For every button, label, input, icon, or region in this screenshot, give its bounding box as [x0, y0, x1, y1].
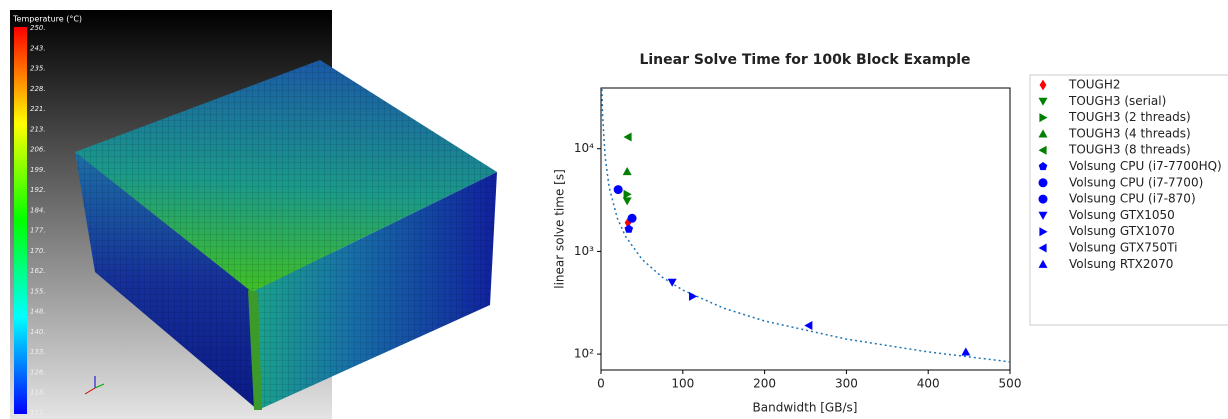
colorbar-label: 221.: [30, 105, 46, 113]
x-tick-label: 300: [835, 377, 858, 391]
legend-label: TOUGH3 (4 threads): [1068, 126, 1191, 140]
legend-label: Volsung GTX1050: [1069, 208, 1175, 222]
y-tick-label: 10⁴: [574, 141, 594, 155]
colorbar-label: 118.: [30, 389, 46, 397]
colorbar-label: 148.: [30, 308, 46, 316]
colorbar-label: 243.: [30, 44, 46, 52]
plot-frame: [601, 88, 1010, 370]
x-tick-label: 0: [597, 377, 605, 391]
colorbar-label: 206.: [30, 146, 46, 154]
legend-label: Volsung GTX1070: [1069, 224, 1175, 238]
colorbar-label: 140.: [30, 328, 46, 336]
colorbar-label: 235.: [30, 65, 46, 73]
colorbar-label: 133.: [30, 348, 46, 356]
colorbar-label: 162.: [30, 267, 46, 275]
legend-label: TOUGH3 (serial): [1068, 94, 1166, 108]
legend-label: Volsung CPU (i7-7700HQ): [1069, 159, 1222, 173]
point: [628, 214, 637, 223]
colorbar-label: 199.: [30, 166, 46, 174]
trend-clip: [602, 89, 1010, 362]
point: [623, 197, 632, 205]
colorbar-label: 177.: [30, 227, 46, 235]
trend-line: [602, 89, 1010, 362]
x-axis-label: Bandwidth [GB/s]: [753, 401, 858, 415]
point: [689, 292, 697, 301]
colorbar-label: 228.: [30, 85, 46, 93]
point: [961, 347, 970, 355]
y-tick-label: 10²: [574, 347, 594, 361]
legend-label: Volsung RTX2070: [1069, 257, 1173, 271]
colorbar-title: Temperature (°C): [12, 15, 82, 24]
colorbar-label: 184.: [30, 206, 46, 214]
x-tick-label: 500: [999, 377, 1022, 391]
legend-marker: [1039, 195, 1048, 204]
y-tick-label: 10³: [574, 244, 594, 258]
y-axis-label: linear solve time [s]: [553, 169, 567, 289]
colorbar-label: 213.: [30, 125, 46, 133]
colorbar-label: 126.: [30, 368, 46, 376]
x-tick-label: 400: [917, 377, 940, 391]
render-panel: Temperature (°C): [10, 10, 497, 419]
colorbar-label: 111.: [30, 409, 46, 417]
colorbar-label: 170.: [30, 247, 46, 255]
legend-label: TOUGH3 (8 threads): [1068, 143, 1191, 157]
legend-label: TOUGH2: [1068, 78, 1121, 92]
legend-label: Volsung CPU (i7-7700): [1069, 175, 1203, 189]
chart-title: Linear Solve Time for 100k Block Example: [639, 52, 970, 68]
legend-label: Volsung GTX750Ti: [1069, 241, 1177, 255]
x-tick-label: 200: [753, 377, 776, 391]
point: [623, 167, 632, 175]
page: {"render": {"colorbar": {"title": "Tempe…: [0, 0, 1228, 419]
legend-label: Volsung CPU (i7-870): [1069, 192, 1196, 206]
colorbar: [14, 27, 27, 414]
figure: Temperature (°C) Linear Solve Time for 1…: [0, 0, 1228, 419]
colorbar-label: 250.: [30, 24, 46, 32]
point: [804, 321, 812, 330]
point: [623, 132, 631, 141]
colorbar-label: 192.: [30, 186, 46, 194]
point: [625, 225, 634, 233]
x-tick-label: 100: [671, 377, 694, 391]
legend-label: TOUGH3 (2 threads): [1068, 110, 1191, 124]
legend-marker: [1039, 178, 1048, 187]
point: [614, 185, 623, 194]
colorbar-label: 155.: [30, 287, 46, 295]
